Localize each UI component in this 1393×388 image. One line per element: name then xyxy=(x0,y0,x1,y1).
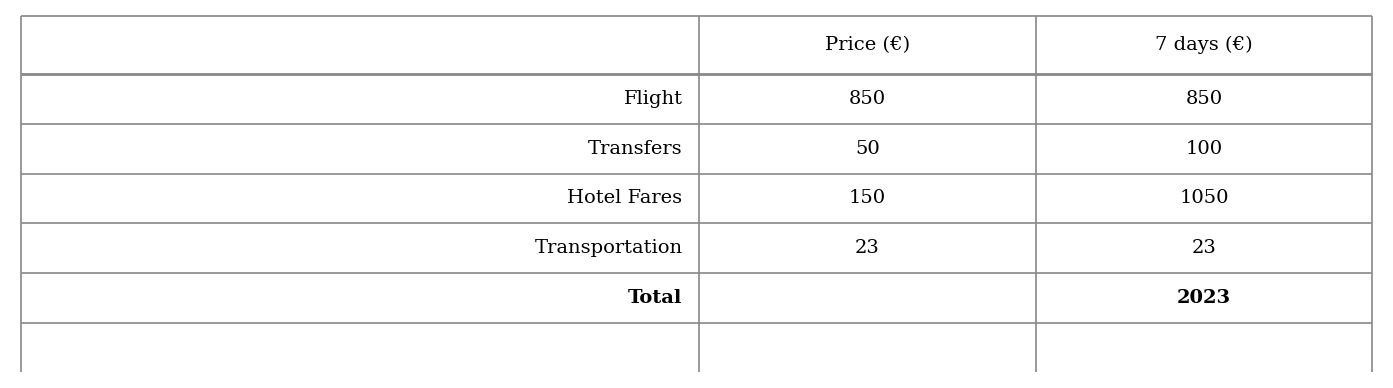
Text: Hotel Fares: Hotel Fares xyxy=(567,189,683,208)
Text: Flight: Flight xyxy=(624,90,683,108)
Text: Transportation: Transportation xyxy=(535,239,683,257)
Text: 7 days (€): 7 days (€) xyxy=(1155,36,1252,54)
Text: Total: Total xyxy=(628,289,683,307)
Text: 100: 100 xyxy=(1185,140,1223,158)
Text: Price (€): Price (€) xyxy=(825,36,910,54)
Text: 150: 150 xyxy=(848,189,886,208)
Text: 2023: 2023 xyxy=(1177,289,1231,307)
Text: 23: 23 xyxy=(855,239,880,257)
Text: 850: 850 xyxy=(848,90,886,108)
Text: Transfers: Transfers xyxy=(588,140,683,158)
Text: 23: 23 xyxy=(1191,239,1216,257)
Text: 1050: 1050 xyxy=(1178,189,1229,208)
Text: 850: 850 xyxy=(1185,90,1223,108)
Text: 50: 50 xyxy=(855,140,880,158)
